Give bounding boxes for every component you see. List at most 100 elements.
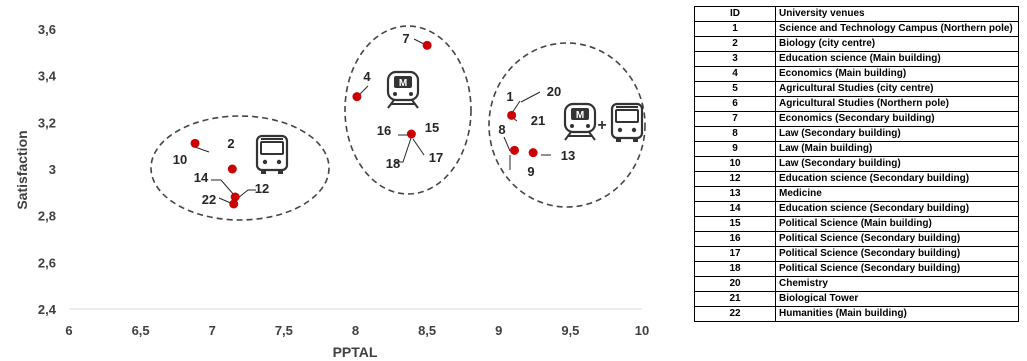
venue-table: ID University venues 1 Science and Techno…	[694, 6, 1019, 322]
x-tick-label: 8,5	[418, 323, 436, 338]
table-row: 15 Political Science (Main building)	[694, 216, 1019, 232]
venue-id-cell: 13	[694, 186, 776, 202]
leader-lines	[191, 38, 551, 205]
axes-group: 6 6,5 7 7,5 8 8,5 9 9,5 10 2,4 2,6 2,8 3 3,2 3,4 3,6	[38, 22, 649, 338]
data-point	[227, 164, 237, 174]
table-row: 3 Education science (Main building)	[694, 51, 1019, 67]
metro-light-left	[393, 92, 397, 96]
venue-name-cell: Agricultural Studies (Northern pole)	[775, 96, 1019, 112]
bus-wheel-left	[616, 138, 621, 142]
y-tick-label: 3	[49, 162, 56, 177]
venue-id-cell: 7	[694, 111, 776, 127]
y-tick-label: 2,6	[38, 255, 56, 270]
data-point	[528, 148, 538, 158]
venue-name-cell: Chemistry	[775, 276, 1019, 292]
bus-wheel-left	[261, 170, 266, 174]
point-id-label: 12	[255, 181, 269, 196]
venue-name-cell: Humanities (Main building)	[775, 306, 1019, 322]
point-id-label: 8	[498, 122, 505, 137]
leader-line	[511, 100, 521, 114]
table-row: 2 Biology (city centre)	[694, 36, 1019, 52]
x-tick-label: 10	[635, 323, 649, 338]
venue-id-cell: 15	[694, 216, 776, 232]
metro-sign	[394, 76, 412, 88]
venue-name-cell: Biological Tower	[775, 291, 1019, 307]
table-row: 22 Humanities (Main building)	[694, 306, 1019, 322]
data-point	[507, 110, 517, 120]
data-point	[510, 145, 520, 155]
venue-name-cell: Economics (Main building)	[775, 66, 1019, 82]
metro-icon: M	[386, 70, 420, 109]
y-tick-label: 2,4	[38, 302, 57, 317]
x-tick-label: 7	[209, 323, 216, 338]
point-id-label: 17	[429, 150, 443, 165]
venue-id-cell: 21	[694, 291, 776, 307]
venue-name-cell: Law (Main building)	[775, 141, 1019, 157]
table-header-row: ID University venues	[694, 6, 1019, 22]
point-id-label: 14	[194, 170, 209, 185]
table-row: 21 Biological Tower	[694, 291, 1019, 307]
venue-name-cell: Political Science (Secondary building)	[775, 261, 1019, 277]
table-row: 14 Education science (Secondary building)	[694, 201, 1019, 217]
data-point	[230, 192, 240, 202]
point-id-label: 18	[386, 156, 400, 171]
x-axis-title: PPTAL	[333, 344, 378, 360]
x-tick-label: 6,5	[132, 323, 150, 338]
table-row: 18 Political Science (Secondary building)	[694, 261, 1019, 277]
table-row: 5 Agricultural Studies (city centre)	[694, 81, 1019, 97]
leader-line	[520, 91, 541, 103]
y-tick-label: 3,4	[38, 69, 57, 84]
venue-id-cell: 2	[694, 36, 776, 52]
cluster-ellipses	[150, 25, 646, 221]
venue-id-cell: 1	[694, 21, 776, 37]
venue-id-cell: 4	[694, 66, 776, 82]
point-id-label: 20	[547, 84, 561, 99]
venue-id-cell: 16	[694, 231, 776, 247]
leader-line	[396, 137, 412, 163]
leader-line	[211, 179, 235, 196]
cluster-ellipse	[150, 115, 330, 221]
x-tick-label: 7,5	[275, 323, 293, 338]
data-point	[229, 199, 239, 209]
venue-name-cell: Political Science (Main building)	[775, 216, 1019, 232]
data-point	[190, 138, 200, 148]
bus-window	[260, 141, 284, 155]
venue-id-cell: 22	[694, 306, 776, 322]
y-axis-title: Satisfaction	[14, 130, 30, 209]
table-row: 16 Political Science (Secondary building)	[694, 231, 1019, 247]
table-row: 10 Law (Secondary building)	[694, 156, 1019, 172]
bus-wheel-right	[633, 138, 638, 142]
point-id-label: 15	[425, 120, 439, 135]
table-row: 7 Economics (Secondary building)	[694, 111, 1019, 127]
venue-table-body: 1 Science and Technology Campus (Northern…	[694, 21, 1019, 322]
table-row: 1 Science and Technology Campus (Northern…	[694, 21, 1019, 37]
metro-light-right	[409, 92, 413, 96]
data-point	[422, 40, 432, 50]
table-row: 20 Chemistry	[694, 276, 1019, 292]
table-row: 9 Law (Main building)	[694, 141, 1019, 157]
bus-light-right	[631, 127, 637, 133]
transport-icons: M M +	[255, 70, 644, 174]
venue-id-cell: 3	[694, 51, 776, 67]
leader-line	[412, 138, 425, 156]
venue-name-cell: Political Science (Secondary building)	[775, 246, 1019, 262]
bus-window	[615, 109, 639, 123]
point-id-label: 4	[363, 69, 371, 84]
venue-name-cell: Agricultural Studies (city centre)	[775, 81, 1019, 97]
bus-icon	[610, 102, 644, 142]
venue-name-cell: Biology (city centre)	[775, 36, 1019, 52]
bus-light-left	[262, 159, 268, 165]
data-points	[190, 40, 538, 209]
y-tick-label: 3,2	[38, 115, 56, 130]
bus-light-right	[276, 159, 282, 165]
x-tick-label: 9,5	[561, 323, 579, 338]
point-id-label: 22	[202, 192, 216, 207]
table-row: 13 Medicine	[694, 186, 1019, 202]
metro-light-right	[586, 124, 590, 128]
venue-name-cell: Law (Secondary building)	[775, 126, 1019, 142]
venue-id-cell: 12	[694, 171, 776, 187]
venue-id-cell: 10	[694, 156, 776, 172]
venue-name-cell: Political Science (Secondary building)	[775, 231, 1019, 247]
